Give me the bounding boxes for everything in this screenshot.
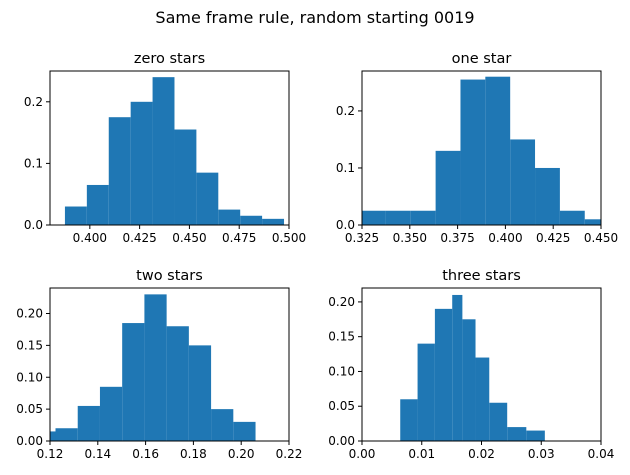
- histogram-bar: [434, 308, 453, 441]
- y-tick-label: 0.0: [24, 218, 43, 232]
- histogram-bar: [410, 210, 436, 225]
- histogram-bar: [55, 428, 78, 441]
- histogram-bars: [50, 294, 256, 441]
- histogram-bar: [99, 386, 123, 441]
- histogram-bar: [152, 77, 175, 225]
- x-tick-label: 0.00: [349, 447, 376, 461]
- histogram-bar: [77, 405, 100, 441]
- histogram-bar: [475, 357, 490, 441]
- subplot-4: 0.00 0.01 0.02 0.03 0.04 0.00 0.05 0.10 0.15 0.20…: [328, 268, 614, 461]
- histogram-bar: [64, 206, 87, 225]
- y-tick-label: 0.20: [16, 307, 43, 321]
- histogram-bar: [460, 79, 486, 225]
- x-tick-label: 0.12: [37, 447, 64, 461]
- histogram-bar: [233, 421, 256, 441]
- subplot-3: 0.12 0.14 0.16 0.18 0.20 0.22 0.00 0.05 0.10 0.15…: [16, 268, 302, 461]
- x-tick-label: 0.375: [440, 231, 474, 245]
- x-tick-label: 0.400: [488, 231, 522, 245]
- histogram-bar: [211, 409, 234, 441]
- histogram-bar: [452, 294, 463, 441]
- x-tick-label: 0.02: [468, 447, 495, 461]
- axes-frame: [361, 70, 602, 226]
- subplot-2: 0.325 0.350 0.375 0.400 0.425 0.450 0.0 0.1 0.2 o…: [336, 51, 618, 245]
- histogram-bar: [86, 184, 109, 225]
- histogram-bar: [462, 319, 476, 441]
- histogram-bar: [489, 402, 508, 441]
- x-tick-label: 0.04: [588, 447, 615, 461]
- subplot-title: one star: [452, 51, 512, 67]
- x-tick-label: 0.14: [84, 447, 111, 461]
- subplot-title: zero stars: [134, 51, 205, 67]
- histogram-bar: [108, 117, 131, 225]
- histogram-bar: [122, 323, 145, 441]
- histogram-bar: [400, 399, 418, 441]
- figure-suptitle: Same frame rule, random starting 0019: [155, 8, 475, 27]
- histogram-bar: [435, 150, 461, 225]
- y-tick-label: 0.10: [16, 370, 43, 384]
- x-tick-label: 0.01: [408, 447, 435, 461]
- x-tick-label: 0.450: [584, 231, 618, 245]
- histogram-bar: [535, 167, 560, 225]
- y-tick-label: 0.00: [16, 434, 43, 448]
- histogram-bar: [174, 129, 197, 225]
- histogram-bar: [485, 76, 511, 225]
- subplot-title: three stars: [442, 268, 521, 284]
- x-tick-label: 0.03: [528, 447, 555, 461]
- y-tick-label: 0.10: [328, 364, 355, 378]
- histogram-bar: [166, 326, 189, 441]
- axes-frame: [49, 70, 290, 226]
- histogram-bars: [400, 294, 545, 441]
- histogram-bar: [526, 430, 545, 441]
- histogram-bars: [362, 76, 601, 225]
- x-tick-label: 0.500: [272, 231, 306, 245]
- y-tick-label: 0.00: [328, 434, 355, 448]
- histogram-bar: [240, 215, 263, 225]
- histogram-bar: [218, 209, 241, 225]
- histogram-bar: [50, 431, 56, 441]
- y-tick-label: 0.15: [16, 338, 43, 352]
- x-tick-label: 0.450: [172, 231, 206, 245]
- histogram-bar: [362, 210, 386, 225]
- y-tick-label: 0.15: [328, 330, 355, 344]
- histogram-bar: [262, 218, 285, 225]
- x-tick-label: 0.400: [73, 231, 107, 245]
- histogram-bars: [64, 77, 285, 225]
- x-tick-label: 0.425: [536, 231, 570, 245]
- y-tick-label: 0.2: [24, 95, 43, 109]
- x-tick-label: 0.475: [222, 231, 256, 245]
- histogram-bar: [584, 219, 601, 225]
- histogram-bar: [559, 210, 585, 225]
- histogram-bar: [130, 101, 153, 225]
- histogram-bar: [385, 210, 411, 225]
- y-tick-label: 0.0: [336, 218, 355, 232]
- y-tick-label: 0.2: [336, 104, 355, 118]
- histogram-bar: [507, 427, 527, 441]
- y-tick-label: 0.20: [328, 295, 355, 309]
- y-tick-label: 0.05: [16, 402, 43, 416]
- y-tick-label: 0.1: [24, 156, 43, 170]
- y-tick-label: 0.05: [328, 399, 355, 413]
- x-tick-label: 0.20: [228, 447, 255, 461]
- histogram-bar: [196, 172, 219, 225]
- y-tick-label: 0.1: [336, 161, 355, 175]
- x-tick-label: 0.18: [180, 447, 207, 461]
- histogram-bar: [188, 345, 212, 441]
- histogram-bar: [417, 343, 435, 441]
- subplot-title: two stars: [136, 268, 203, 284]
- x-tick-label: 0.350: [393, 231, 427, 245]
- subplot-1: 0.400 0.425 0.450 0.475 0.500 0.0 0.1 0.2 zero s…: [24, 51, 306, 245]
- histogram-bar: [510, 139, 536, 225]
- axes-frame: [49, 287, 290, 442]
- x-tick-label: 0.425: [122, 231, 156, 245]
- x-tick-label: 0.325: [345, 231, 379, 245]
- histogram-bar: [144, 294, 167, 441]
- x-tick-label: 0.22: [276, 447, 303, 461]
- x-tick-label: 0.16: [132, 447, 159, 461]
